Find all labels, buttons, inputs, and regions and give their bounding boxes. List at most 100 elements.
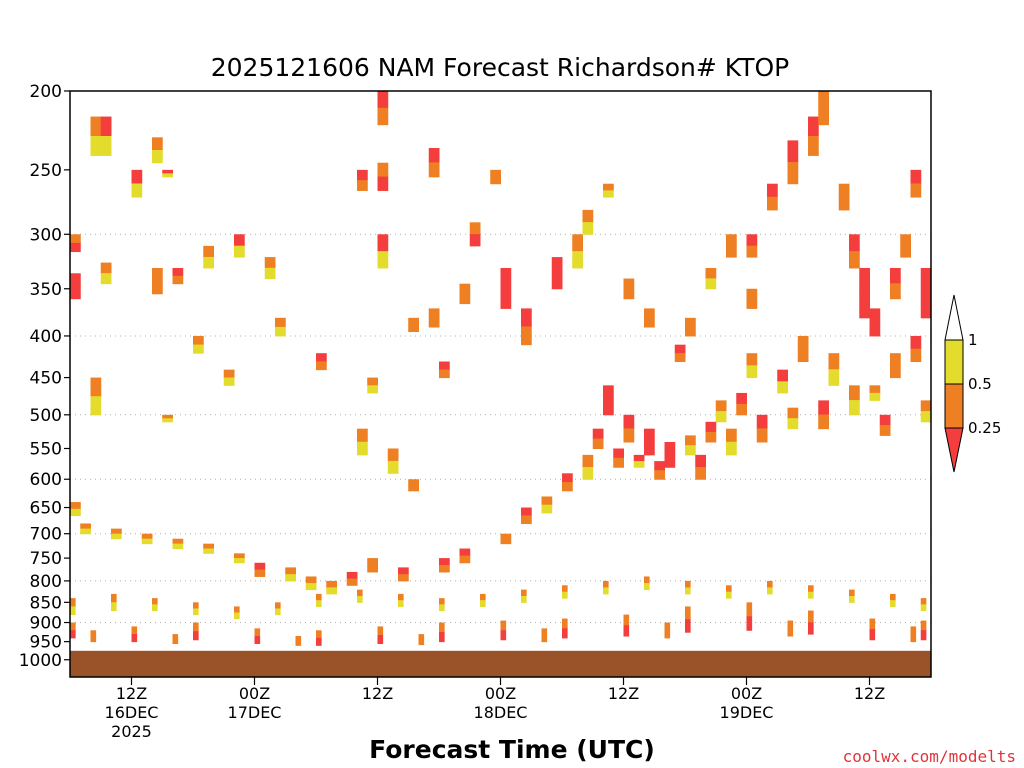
ri-cell-122-b xyxy=(644,583,650,591)
ri-cell-141-a xyxy=(746,602,753,617)
ri-cell-130-a xyxy=(70,622,76,631)
ri-cell-100-b xyxy=(695,467,706,480)
ri-cell-4-b xyxy=(70,242,81,253)
ri-cell-29-a xyxy=(623,278,635,290)
x-axis-title: Forecast Time (UTC) xyxy=(369,735,655,764)
ri-cell-136-a xyxy=(439,622,445,633)
ri-cell-22-a xyxy=(490,169,501,178)
ri-cell-88-a xyxy=(357,428,368,443)
ri-cell-28-a xyxy=(603,183,614,191)
ri-cell-10-b xyxy=(203,256,214,269)
ri-cell-55-b xyxy=(746,365,758,379)
ri-cell-18-b xyxy=(428,162,440,178)
ri-cell-98-a xyxy=(644,428,655,443)
x-tick-label-0-0: 12Z xyxy=(116,684,147,703)
ri-cell-17-b xyxy=(377,251,389,269)
ri-cell-106-a xyxy=(879,414,891,426)
ri-cell-14-b xyxy=(377,107,389,126)
ri-cell-58-a xyxy=(705,421,717,433)
ri-cell-26-a xyxy=(572,234,583,252)
ri-cell-8-b xyxy=(152,280,163,295)
plot-area xyxy=(70,91,931,677)
ri-cell-80-a xyxy=(172,538,184,545)
ri-cell-61-b xyxy=(633,461,645,468)
ri-cell-109-b xyxy=(111,602,117,612)
ri-cell-148-a xyxy=(418,634,425,640)
ri-cell-54-a xyxy=(777,369,788,382)
ri-cell-3-a xyxy=(162,169,173,174)
ri-cell-135-b xyxy=(377,634,384,644)
ri-cell-3-b xyxy=(162,173,173,178)
legend-swatch-red xyxy=(944,427,964,473)
ri-cell-6-b xyxy=(100,273,112,285)
ri-cell-76-b xyxy=(285,574,296,582)
ri-cell-121-b xyxy=(603,587,609,595)
ri-cell-13-a xyxy=(275,317,286,328)
ri-cell-149-b xyxy=(541,634,548,643)
ri-cell-53-b xyxy=(797,348,809,363)
ri-cell-89-a xyxy=(387,448,399,462)
ri-cell-63-a xyxy=(592,428,604,440)
ri-cell-47-a xyxy=(910,169,922,184)
ri-cell-111-a xyxy=(193,602,199,609)
ri-cell-128-b xyxy=(890,600,896,607)
ri-cell-56-a xyxy=(736,392,747,405)
ri-cell-33-a xyxy=(705,267,717,279)
ri-cell-144-b xyxy=(920,630,927,641)
ri-cell-17-a xyxy=(377,234,389,252)
ri-cell-139-b xyxy=(623,625,630,637)
x-tick-label-3-0: 00Z xyxy=(485,684,516,703)
ri-cell-92-a xyxy=(428,308,440,319)
ri-cell-35-a xyxy=(746,234,758,247)
ri-cell-57-a xyxy=(715,400,727,412)
ri-cell-12-a xyxy=(264,257,276,269)
ri-cell-131-b xyxy=(131,634,138,643)
ri-cell-88-b xyxy=(357,441,368,456)
ri-cell-152-a xyxy=(910,626,917,635)
y-axis-ticks: 200 250 300 350 400 450 500 550 600 650 700 750 8008… xyxy=(19,82,70,671)
ri-cell-134-a xyxy=(316,630,322,639)
ri-cell-70-b xyxy=(439,565,450,573)
ri-cell-76-a xyxy=(285,567,296,575)
ri-cell-77-b xyxy=(254,569,266,577)
ri-cell-45-b xyxy=(890,283,901,300)
x-tick-label-1-0: 00Z xyxy=(239,684,270,703)
ri-cell-104-b xyxy=(818,414,829,430)
ri-cell-56-b xyxy=(736,403,747,416)
ri-cell-132-b xyxy=(193,631,199,641)
ri-cell-142-b xyxy=(808,622,814,635)
y-tick-label-900: 900 xyxy=(30,614,62,634)
ri-cell-127-b xyxy=(849,595,855,603)
ri-cell-144-a xyxy=(920,620,927,631)
y-tick-label-1000: 1000 xyxy=(19,651,62,671)
ri-cell-130-b xyxy=(70,630,76,639)
ri-cell-90-b xyxy=(408,485,419,492)
ri-cell-44-b xyxy=(869,322,881,337)
ri-cell-61-a xyxy=(633,454,645,462)
ri-cell-64-a xyxy=(582,454,594,468)
legend-swatch-orange xyxy=(944,383,964,429)
ground-band xyxy=(70,650,931,677)
x-tick-label-4-0: 12Z xyxy=(608,684,639,703)
ri-cell-62-b xyxy=(613,457,624,468)
ri-cell-52-a xyxy=(828,353,840,370)
ri-cell-140-b xyxy=(685,619,691,633)
ri-cell-150-b xyxy=(664,630,671,639)
ri-cell-91-a xyxy=(439,361,450,371)
ri-cell-47-b xyxy=(910,183,922,198)
ri-cell-109-a xyxy=(111,593,117,603)
ri-cell-26-b xyxy=(572,251,583,269)
ri-cell-30-a xyxy=(644,308,655,319)
legend-swatch-yellow xyxy=(944,339,964,385)
ri-cell-12-b xyxy=(264,267,276,280)
ri-cell-122-a xyxy=(644,576,650,584)
ri-cell-45-a xyxy=(890,267,901,284)
ri-cell-94-a xyxy=(316,353,327,362)
ri-cell-16-a xyxy=(377,162,389,178)
ri-cell-42-a xyxy=(849,234,860,252)
ri-cell-96-a xyxy=(603,385,614,401)
ri-cell-118-b xyxy=(480,600,486,607)
ri-cell-25-b xyxy=(551,272,563,290)
ri-cell-150-a xyxy=(664,622,671,631)
